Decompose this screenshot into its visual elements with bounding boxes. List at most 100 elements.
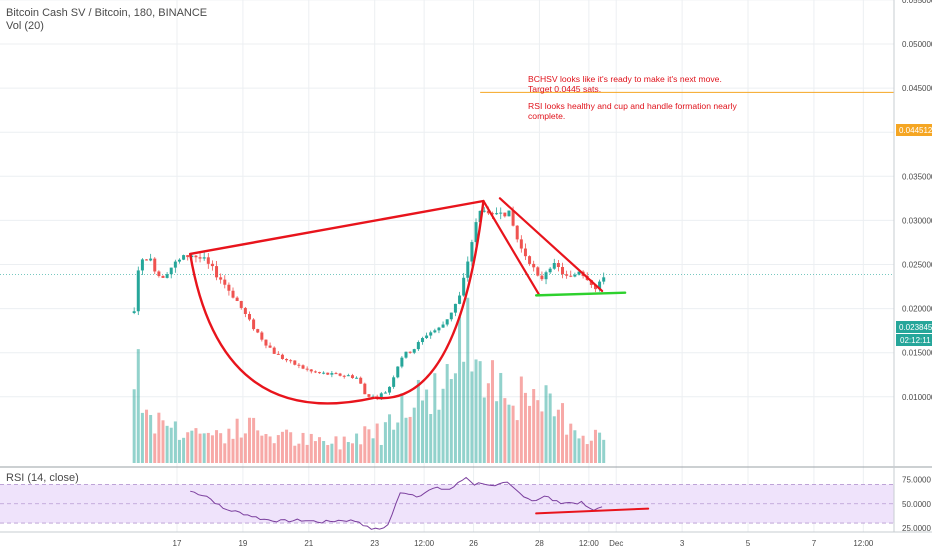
- volume-bar: [194, 428, 198, 463]
- volume-bar: [313, 441, 317, 463]
- volume-bar: [540, 411, 544, 463]
- candle-body: [173, 261, 177, 268]
- candle-body: [235, 297, 239, 301]
- volume-bar: [301, 432, 305, 463]
- volume-bar: [552, 416, 556, 463]
- volume-bar: [379, 444, 383, 463]
- candle-body: [264, 339, 268, 346]
- candle-body: [499, 212, 503, 214]
- candle-body: [416, 342, 420, 350]
- volume-bar: [243, 433, 247, 463]
- candle-body: [330, 373, 334, 375]
- candle-body: [383, 392, 387, 394]
- candle-body: [519, 239, 523, 249]
- candle-body: [412, 349, 416, 353]
- annotation-note[interactable]: BCHSV looks like it's ready to make it's…: [528, 74, 737, 121]
- candle-body: [318, 372, 322, 374]
- candle-body: [309, 369, 313, 372]
- candle-body: [565, 274, 569, 276]
- volume-bar: [589, 440, 593, 463]
- candle-body: [260, 332, 264, 340]
- candle-body: [388, 386, 392, 393]
- candle-body: [495, 213, 499, 215]
- volume-bar: [297, 443, 301, 463]
- candle-body: [540, 275, 544, 280]
- volume-bar: [577, 438, 581, 463]
- candle-body: [252, 319, 256, 330]
- candle-body: [441, 324, 445, 328]
- volume-bar: [202, 433, 206, 463]
- candle-body: [552, 263, 556, 269]
- volume-bar: [367, 429, 371, 463]
- annotation-line: BCHSV looks like it's ready to make it's…: [528, 74, 722, 84]
- volume-bar: [412, 407, 416, 463]
- volume-bar: [503, 398, 507, 463]
- symbol-title[interactable]: Bitcoin Cash SV / Bitcoin, 180, BINANCE: [6, 7, 207, 19]
- candle-body: [478, 210, 482, 223]
- volume-bar: [157, 412, 161, 463]
- volume-bar: [136, 349, 140, 463]
- volume-bar: [515, 420, 519, 463]
- candle-body: [247, 314, 251, 320]
- candle-body: [132, 311, 136, 314]
- target-price-label: 0.044512: [899, 126, 932, 135]
- cup-arc-left: [188, 253, 375, 405]
- volume-bar: [511, 405, 515, 463]
- volume-indicator-label[interactable]: Vol (20): [6, 20, 44, 32]
- candle-body: [359, 377, 363, 384]
- candle-body: [561, 266, 565, 275]
- candle-body: [210, 263, 214, 267]
- handle-upper-line: [482, 199, 541, 297]
- candle-body: [400, 357, 404, 367]
- candle-body: [425, 335, 429, 339]
- candle-body: [355, 377, 359, 379]
- volume-bar: [268, 436, 272, 463]
- candle-body: [490, 213, 494, 215]
- candle-body: [602, 277, 606, 282]
- volume-bar: [149, 414, 153, 463]
- volume-bar: [548, 393, 552, 463]
- volume-bar: [359, 444, 363, 463]
- volume-bar: [486, 383, 490, 463]
- volume-bar: [433, 373, 437, 463]
- candle-body: [577, 271, 581, 275]
- volume-bar: [363, 426, 367, 463]
- volume-bar: [396, 422, 400, 463]
- rsi-axis-label: 50.0000: [902, 500, 931, 509]
- volume-bar: [371, 438, 375, 463]
- annotation-line: complete.: [528, 111, 565, 121]
- price-axis-label: 0.010000: [902, 393, 932, 402]
- annotation-line: RSI looks healthy and cup and handle for…: [528, 101, 737, 111]
- volume-bar: [408, 416, 412, 463]
- volume-bar: [474, 359, 478, 463]
- candle-body: [507, 210, 511, 217]
- volume-bar: [161, 420, 165, 463]
- volume-bar: [392, 429, 396, 463]
- candle-body: [338, 373, 342, 376]
- volume-bar: [177, 439, 181, 463]
- candle-body: [449, 312, 453, 320]
- drawings[interactable]: [188, 197, 650, 515]
- volume-bar: [598, 432, 602, 463]
- candle-body: [153, 258, 157, 272]
- volume-bar: [355, 433, 359, 463]
- candle-body: [190, 255, 194, 258]
- candle-body: [458, 295, 462, 304]
- volume-bar: [247, 417, 251, 463]
- cup-rim-line: [188, 199, 485, 256]
- candle-body: [429, 332, 433, 336]
- volume-bar: [264, 434, 268, 463]
- candle-body: [396, 366, 400, 378]
- rsi-indicator-label[interactable]: RSI (14, close): [6, 472, 79, 484]
- candle-body: [363, 383, 367, 395]
- volume-bar: [219, 433, 223, 463]
- candle-body: [215, 266, 219, 278]
- candle-body: [301, 365, 305, 369]
- last-price-badge: 0.023845 02:12:11: [896, 321, 932, 346]
- candle-body: [313, 371, 317, 373]
- rsi-axis-label: 25.0000: [902, 524, 931, 533]
